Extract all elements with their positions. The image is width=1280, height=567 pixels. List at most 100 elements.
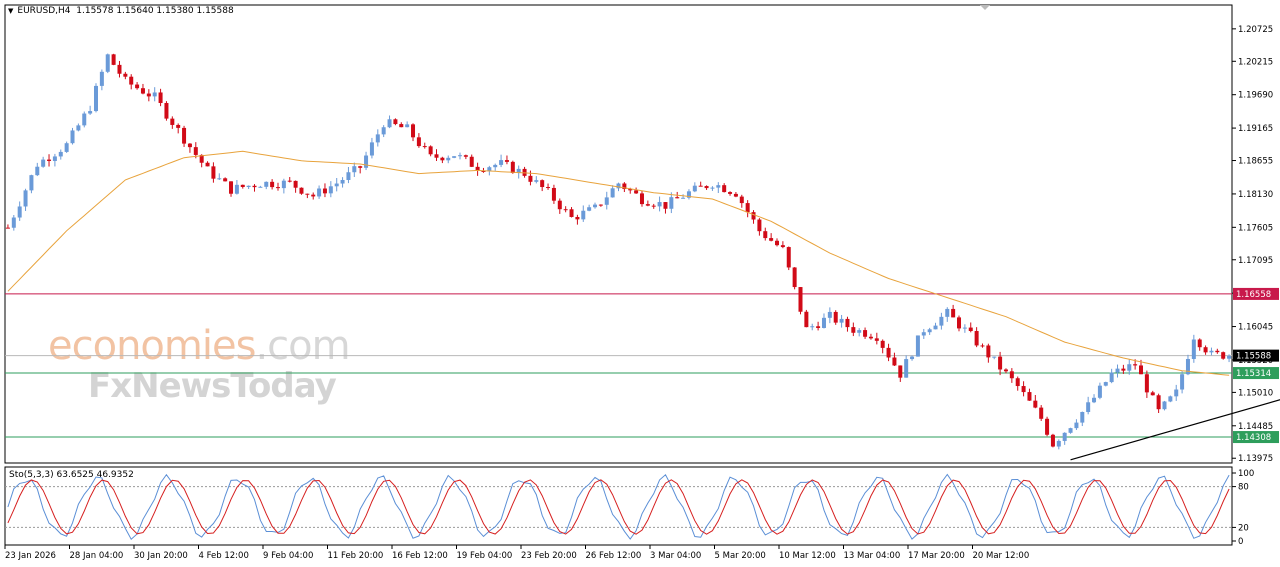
time-tick-label: 5 Mar 20:00 <box>715 551 766 561</box>
candle-bull <box>387 119 392 128</box>
candle-bear <box>252 185 257 188</box>
candle-bull <box>921 332 926 336</box>
candle-bull <box>457 155 462 157</box>
candle-bear <box>1197 339 1202 348</box>
level-label-bg <box>1233 287 1279 300</box>
candle-bear <box>968 327 973 332</box>
candle-bear <box>863 330 868 337</box>
candle-bull <box>82 113 87 126</box>
time-tick-label: 23 Feb 20:00 <box>521 551 577 561</box>
stochastic-label: Sto(5,3,3) 63.6525 46.9352 <box>9 470 134 480</box>
candle-bear <box>305 193 310 195</box>
candle-bull <box>328 186 333 194</box>
candle-bear <box>951 308 956 318</box>
candle-bull <box>88 111 93 114</box>
candle-bull <box>217 178 222 180</box>
time-tick-label: 3 Mar 04:00 <box>650 551 701 561</box>
candle-bear <box>158 92 163 103</box>
candle-bear <box>140 88 145 94</box>
price-tick-label: 1.20215 <box>1238 57 1273 67</box>
candle-bear <box>481 171 486 173</box>
candle-bear <box>1133 364 1138 366</box>
candle-bull <box>1097 385 1102 398</box>
candle-bull <box>70 130 75 144</box>
candle-bear <box>528 175 533 182</box>
time-tick-label: 23 Jan 2026 <box>5 551 56 561</box>
time-tick-label: 13 Mar 04:00 <box>844 551 901 561</box>
candle-bull <box>610 188 615 198</box>
stoch-signal-line <box>7 479 1230 535</box>
candle-bear <box>1156 395 1161 410</box>
candle-bear <box>510 161 515 174</box>
candle-bear <box>1221 352 1226 359</box>
level-label-bg <box>1233 431 1279 444</box>
candle-bull <box>587 207 592 211</box>
candle-bear <box>1215 350 1220 353</box>
candle-bear <box>422 146 427 148</box>
candle-bull <box>616 183 621 189</box>
candle-bear <box>880 340 885 348</box>
candle-bear <box>898 365 903 378</box>
candle-bear <box>557 200 562 210</box>
candle-bull <box>499 160 504 165</box>
candle-bull <box>58 151 63 157</box>
candle-bear <box>322 188 327 194</box>
candle-bear <box>704 186 709 189</box>
candle-bull <box>1227 355 1232 359</box>
candle-bull <box>346 172 351 180</box>
candle-bull <box>23 190 28 207</box>
chart-header: ▼ EURUSD,H4 1.15578 1.15640 1.15380 1.155… <box>8 6 234 16</box>
price-tick-label: 1.18130 <box>1238 190 1273 200</box>
candle-bear <box>998 356 1003 370</box>
candle-bear <box>1139 365 1144 375</box>
candle-bear <box>763 231 768 239</box>
candle-bear <box>563 209 568 211</box>
candle-bear <box>299 187 304 194</box>
price-tick-label: 1.16045 <box>1238 323 1273 333</box>
level-label-bg <box>1233 349 1279 362</box>
candle-bull <box>1074 422 1079 429</box>
candle-bear <box>1039 407 1044 419</box>
candle-bear <box>47 159 52 161</box>
candle-bear <box>728 192 733 194</box>
candle-bear <box>833 311 838 323</box>
candle-bear <box>1045 418 1050 435</box>
symbol-timeframe: EURUSD,H4 <box>17 6 71 16</box>
candle-bear <box>399 124 404 128</box>
dropdown-triangle-icon[interactable]: ▼ <box>8 7 14 15</box>
candle-bull <box>1209 350 1214 353</box>
candle-bull <box>681 197 686 199</box>
candle-bear <box>775 240 780 246</box>
candle-bear <box>123 73 128 77</box>
level-label-1.14308: 1.14308 <box>1236 433 1271 443</box>
price-tick-label: 1.14485 <box>1238 422 1273 432</box>
time-tick-label: 26 Feb 12:00 <box>586 551 642 561</box>
candle-bear <box>551 187 556 201</box>
candle-bull <box>686 191 691 198</box>
support-trendline[interactable] <box>1070 374 1280 461</box>
candle-bull <box>933 325 938 330</box>
candle-bull <box>1127 364 1132 371</box>
candle-bull <box>939 316 944 326</box>
chart-shift-icon[interactable] <box>980 5 990 10</box>
candle-bear <box>1150 392 1155 396</box>
candle-bear <box>164 102 169 119</box>
candle-bear <box>1144 374 1149 393</box>
candle-bull <box>317 188 322 197</box>
candle-bull <box>910 356 915 360</box>
stoch-tick-label: 80 <box>1238 483 1249 493</box>
candle-bear <box>1009 371 1014 379</box>
candle-bull <box>1185 358 1190 375</box>
candle-bull <box>41 159 46 167</box>
candle-bear <box>628 189 633 191</box>
candle-bear <box>1027 392 1032 401</box>
candle-bull <box>1180 374 1185 390</box>
price-tick-label: 1.13975 <box>1238 454 1273 464</box>
candle-bear <box>663 202 668 209</box>
candle-bear <box>522 168 527 176</box>
candle-bull <box>446 157 451 161</box>
candle-bull <box>1103 382 1108 386</box>
main-panel-frame <box>4 4 1233 464</box>
candle-bear <box>275 187 280 189</box>
